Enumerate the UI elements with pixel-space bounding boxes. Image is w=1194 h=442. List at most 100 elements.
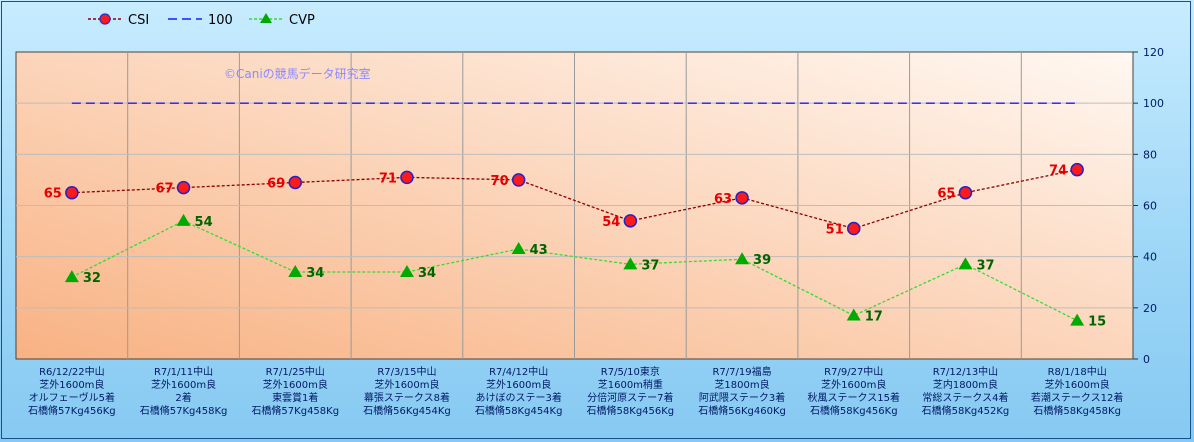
x-category-label: R6/12/22中山 芝外1600m良 オルフェーヴル5着 石橋脩57Kg456Kg xyxy=(16,366,128,418)
x-category-label-line: 石橋脩56Kg460Kg xyxy=(698,406,786,417)
x-category-label-line: R7/3/15中山 xyxy=(377,367,437,378)
y-tick-label: 100 xyxy=(1143,97,1164,110)
cvp-data-label: 15 xyxy=(1088,315,1106,330)
x-category-label-line: R6/12/22中山 xyxy=(39,367,105,378)
x-category-label-line: 芝外1600m良 xyxy=(1044,380,1110,391)
series-layer: 65 67 69 71 70 54 63 51 65 74 32 54 34 34 43 37 39 17 37 15 xyxy=(44,102,1106,330)
cvp-point xyxy=(958,257,973,270)
x-category-label-line: 石橋脩57Kg458Kg xyxy=(251,406,340,417)
x-category-label-line: オルフェーヴル5着 xyxy=(28,393,116,404)
x-category-label-line: 芝外1600m良 xyxy=(821,380,887,391)
y-tick-label: 120 xyxy=(1143,46,1164,59)
x-category-label: R7/3/15中山 芝外1600m良 幕張ステークス8着 石橋脩56Kg454Kg xyxy=(351,366,463,418)
series-csi: 65 67 69 71 70 54 63 51 65 74 xyxy=(44,162,1084,238)
cvp-point xyxy=(1070,313,1085,326)
csi-point xyxy=(176,180,191,195)
x-category-label: R7/1/11中山 芝外1600m良 2着石橋脩57Kg458Kg xyxy=(128,366,240,418)
csi-point xyxy=(65,185,79,200)
x-category-label: R7/7/19福島 芝1800m良阿武隈ステーク3着 石橋脩56Kg460Kg xyxy=(686,366,798,418)
y-tick-label: 80 xyxy=(1143,148,1157,161)
cvp-point xyxy=(288,265,303,278)
csi-point xyxy=(958,185,973,200)
csi-point xyxy=(623,214,638,228)
csi-point xyxy=(847,221,861,236)
legend-item-100: 100 xyxy=(168,13,233,28)
cvp-data-label: 34 xyxy=(306,266,324,281)
legend-label: 100 xyxy=(208,13,233,28)
cvp-point xyxy=(399,265,414,278)
y-axis-ticks: 0 20 40 60 80 100 120 xyxy=(1133,46,1164,366)
series-line-cvp xyxy=(71,220,1078,322)
cvp-data-label: 34 xyxy=(418,266,436,281)
x-category-label-line: R7/9/27中山 xyxy=(824,367,884,378)
cvp-point xyxy=(511,241,526,254)
cvp-data-label: 39 xyxy=(753,253,771,268)
x-category-label-line: 石橋脩58Kg456Kg xyxy=(809,406,898,417)
x-category-label-line: 石橋脩57Kg458Kg xyxy=(139,406,228,417)
x-category-label-line: R7/1/25中山 xyxy=(265,367,325,378)
x-category-label-line: 芝内1800m良 xyxy=(932,380,999,391)
cvp-data-label: 37 xyxy=(976,258,994,273)
csi-point xyxy=(288,175,302,190)
x-category-label-line: R7/12/13中山 xyxy=(932,367,999,378)
csi-data-label: 54 xyxy=(602,215,620,230)
x-category-label-line: 芝外1600m良 xyxy=(262,380,328,391)
cvp-data-label: 32 xyxy=(83,271,101,286)
csi-point xyxy=(1070,162,1084,177)
x-category-label-line: 芝外1600m良 xyxy=(150,380,217,391)
x-category-label-line: 若潮ステークス12着 xyxy=(1030,393,1124,404)
csi-data-label: 71 xyxy=(379,171,397,186)
legend-label: CVP xyxy=(289,13,315,28)
csi-data-label: 51 xyxy=(826,223,844,238)
x-category-label-line: 2着 xyxy=(175,393,192,404)
x-category-label-line: 秋風ステークス15着 xyxy=(807,393,900,404)
cvp-data-label: 43 xyxy=(530,243,548,258)
x-category-label-line: 石橋脩58Kg452Kg xyxy=(921,406,1010,417)
x-category-label-line: 阿武隈ステーク3着 xyxy=(698,393,786,404)
csi-data-label: 65 xyxy=(44,187,62,202)
cvp-point xyxy=(176,213,191,226)
csi-data-label: 67 xyxy=(155,182,173,197)
x-category-label: R7/9/27中山 芝外1600m良秋風ステークス15着 石橋脩58Kg456Kg xyxy=(798,366,910,418)
series-line-csi xyxy=(71,169,1078,230)
csi-point xyxy=(735,191,749,205)
legend-marker xyxy=(99,13,111,25)
y-tick-label: 20 xyxy=(1143,302,1157,315)
x-category-label: R7/12/13中山 芝内1800m良 常総ステークス4着 石橋脩58Kg452Kg xyxy=(909,366,1021,418)
x-category-label-line: 分倍河原ステー7着 xyxy=(587,393,674,404)
x-category-label: R7/1/25中山 芝外1600m良 東雲賞1着 石橋脩57Kg458Kg xyxy=(239,366,351,418)
x-category-label-line: 芝1800m良 xyxy=(714,380,770,391)
x-category-label-line: 常総ステークス4着 xyxy=(922,393,1009,404)
cvp-data-label: 17 xyxy=(865,310,883,325)
x-category-label-line: 石橋脩56Kg454Kg xyxy=(363,406,451,417)
cvp-data-label: 37 xyxy=(641,258,659,273)
x-category-label: R7/4/12中山 芝外1600m良 あけぼのステー3着 石橋脩58Kg454Kg xyxy=(463,366,575,418)
x-category-label: R8/1/18中山 芝外1600m良 若潮ステークス12着 石橋脩58Kg458Kg xyxy=(1021,366,1133,418)
x-category-label-line: 芝外1600m良 xyxy=(486,380,552,391)
series-cvp: 32 54 34 34 43 37 39 17 37 15 xyxy=(64,213,1106,330)
csi-data-label: 70 xyxy=(491,174,509,189)
y-tick-label: 0 xyxy=(1143,353,1150,366)
cvp-point xyxy=(64,270,79,283)
legend-marker xyxy=(260,13,272,23)
csi-point xyxy=(511,173,526,187)
x-category-label-line: R7/5/10東京 xyxy=(600,367,660,378)
y-tick-label: 60 xyxy=(1143,200,1157,213)
x-category-label-line: 幕張ステークス8着 xyxy=(363,393,450,404)
csi-data-label: 63 xyxy=(714,192,732,207)
x-category-label-line: 石橋脩58Kg454Kg xyxy=(474,406,563,417)
cvp-point xyxy=(846,308,861,321)
x-category-label-line: 芝外1600m良 xyxy=(374,380,440,391)
x-category-label-line: R7/7/19福島 xyxy=(712,367,772,378)
csi-data-label: 65 xyxy=(937,187,955,202)
x-category-label-line: R8/1/18中山 xyxy=(1047,367,1107,378)
watermark: ©Caniの競馬データ研究室 xyxy=(224,66,371,81)
x-category-label-line: R7/1/11中山 xyxy=(153,367,214,378)
y-tick-label: 40 xyxy=(1143,251,1157,264)
x-category-label-line: 芝1600m稍重 xyxy=(597,380,663,391)
x-category-label-line: 芝外1600m良 xyxy=(39,380,105,391)
cvp-point xyxy=(735,252,750,265)
cvp-data-label: 54 xyxy=(195,215,213,230)
